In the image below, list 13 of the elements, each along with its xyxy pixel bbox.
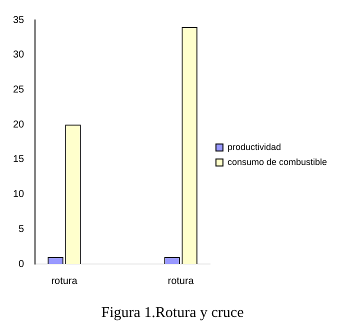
x-tick-label: rotura <box>168 276 194 287</box>
y-tick-label: 35 <box>13 14 25 26</box>
legend-label: productividad <box>227 142 281 152</box>
y-tick-label: 25 <box>13 84 25 96</box>
legend-label: consumo de combustible <box>227 156 328 167</box>
y-tick-label: 5 <box>18 224 25 235</box>
y-tick-label: 10 <box>13 189 25 200</box>
y-tick-label: 15 <box>13 154 25 166</box>
y-tick-label: 30 <box>13 50 25 61</box>
y-tick-label: 20 <box>13 119 25 130</box>
y-tick-label: 0 <box>18 258 25 270</box>
text: Figura 1.Rotura y cruce <box>100 305 245 322</box>
x-tick-label: rotura <box>51 276 78 287</box>
